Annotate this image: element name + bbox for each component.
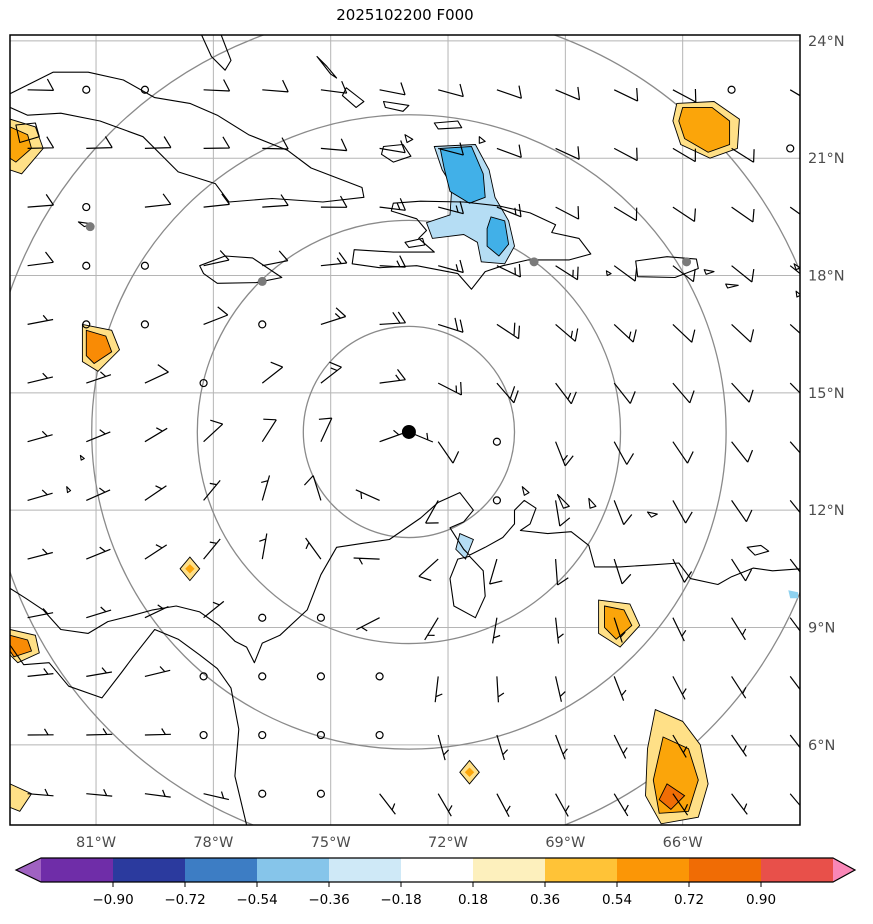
- topleft-pos-core: [10, 126, 33, 163]
- bottomleft-pos: [10, 783, 33, 812]
- y-tick-label: 24°N: [808, 34, 845, 50]
- colorbar-tick-label: −0.36: [308, 892, 349, 908]
- coast-cuba: [10, 71, 365, 203]
- x-tick-label: 72°W: [428, 835, 468, 851]
- coast-los-roques: [646, 511, 658, 518]
- coast-san-andres: [66, 486, 72, 494]
- leftmid-pos-core: [85, 329, 113, 365]
- colorbar-segment: [761, 858, 833, 882]
- plot-title: 2025102200 F000: [336, 6, 474, 24]
- colorbar-segment: [329, 858, 401, 882]
- maracaibo-neg-small: [455, 532, 474, 560]
- x-tick-label: 69°W: [545, 835, 585, 851]
- coast-aruba: [521, 486, 530, 496]
- y-axis-labels: 24°N 21°N 18°N 15°N 12°N 9°N 6°N: [808, 34, 845, 754]
- coast-mona: [605, 270, 612, 277]
- colorbar-tick-label: −0.18: [380, 892, 421, 908]
- y-tick-label: 12°N: [808, 503, 845, 519]
- track-dots: [85, 222, 692, 286]
- colorbar-segment: [401, 858, 473, 882]
- hispaniola-neg-core2: [486, 216, 510, 257]
- y-tick-label: 15°N: [808, 386, 845, 402]
- x-tick-label: 81°W: [76, 835, 116, 851]
- colorbar-segment: [41, 858, 113, 882]
- colorbar-segment: [473, 858, 545, 882]
- colorbar-segment: [545, 858, 617, 882]
- coast-jamaica: [199, 255, 283, 284]
- venezuela-pos-core: [604, 605, 633, 640]
- x-tick-label: 75°W: [311, 835, 351, 851]
- coast-caribbean-south-coast: [10, 492, 800, 664]
- coast-anguilla-speck: [793, 263, 800, 271]
- graticule: [10, 35, 800, 825]
- y-tick-label: 21°N: [808, 151, 845, 167]
- coast-great-inagua: [380, 143, 412, 163]
- coast-gonave: [404, 237, 426, 248]
- contour-patches: [10, 101, 798, 825]
- coast-mayaguana: [382, 100, 410, 112]
- colorbar-tick-label: 0.18: [458, 892, 488, 908]
- colorbar-tick-label: −0.72: [164, 892, 205, 908]
- x-axis-labels: 81°W 78°W 75°W 72°W 69°W 66°W: [76, 835, 703, 851]
- colorbar-arrow-right: [833, 858, 855, 882]
- colorbar-arrow-left: [16, 858, 41, 882]
- panama-pos-core: [10, 634, 33, 658]
- coast-vieques: [703, 269, 715, 275]
- coast-isla-juventud: [15, 122, 40, 144]
- colorbar-tick-label: 0.36: [530, 892, 560, 908]
- diamond-pos-1-core: [185, 564, 195, 574]
- coast-caicos: [433, 120, 463, 130]
- y-tick-label: 18°N: [808, 269, 845, 285]
- x-tick-label: 78°W: [193, 835, 233, 851]
- plot-frame: [9, 34, 801, 826]
- coast-saba-speck: [795, 290, 800, 298]
- coast-long-island: [316, 55, 338, 79]
- colorbar-segment: [185, 858, 257, 882]
- bottomright-pos-inner: [658, 783, 686, 811]
- coast-bonaire: [588, 497, 597, 509]
- plot-area: [10, 35, 800, 825]
- coast-turks: [478, 136, 486, 144]
- coast-pacific-coast: [10, 628, 248, 825]
- coast-hispaniola: [351, 200, 592, 290]
- coast-puerto-rico: [635, 256, 699, 279]
- storm-center-marker: [401, 424, 416, 439]
- wind-barbs: [27, 78, 800, 817]
- map-plot: 81°W 78°W 75°W 72°W 69°W 66°W 24°N 21°N 18°N 15°N…: [9, 34, 845, 851]
- topright-pos-core: [678, 106, 731, 153]
- colorbar-tick-label: 0.90: [746, 892, 776, 908]
- coastlines: [10, 35, 800, 825]
- colorbar-outline: [14, 857, 857, 883]
- coast-lake-maracaibo: [449, 555, 486, 619]
- diamond-pos-2-core: [464, 767, 475, 777]
- y-tick-label: 9°N: [808, 621, 835, 637]
- coast-margarita: [746, 544, 770, 556]
- coast-st-croix: [725, 283, 739, 289]
- range-rings: [10, 35, 800, 825]
- x-tick-label: 66°W: [663, 835, 703, 851]
- colorbar-segment: [689, 858, 761, 882]
- colorbar-segment: [113, 858, 185, 882]
- colorbar-tick-label: 0.72: [674, 892, 704, 908]
- hispaniola-neg-core: [439, 146, 486, 204]
- coast-providencia: [79, 454, 85, 461]
- coast-bahamas-andros: [201, 35, 232, 71]
- rightedge-neg-speck: [788, 590, 798, 599]
- y-tick-label: 6°N: [808, 738, 835, 754]
- colorbar-segment: [617, 858, 689, 882]
- colorbar-tick-label: 0.54: [602, 892, 632, 908]
- colorbar: −0.90 −0.72 −0.54 −0.36 −0.18 0.18 0.36 0.54 0.7…: [14, 857, 857, 908]
- colorbar-segment: [257, 858, 329, 882]
- coast-little-inagua: [404, 134, 414, 144]
- coast-curacao: [556, 493, 570, 509]
- colorbar-tick-label: −0.90: [92, 892, 133, 908]
- colorbar-tick-label: −0.54: [236, 892, 277, 908]
